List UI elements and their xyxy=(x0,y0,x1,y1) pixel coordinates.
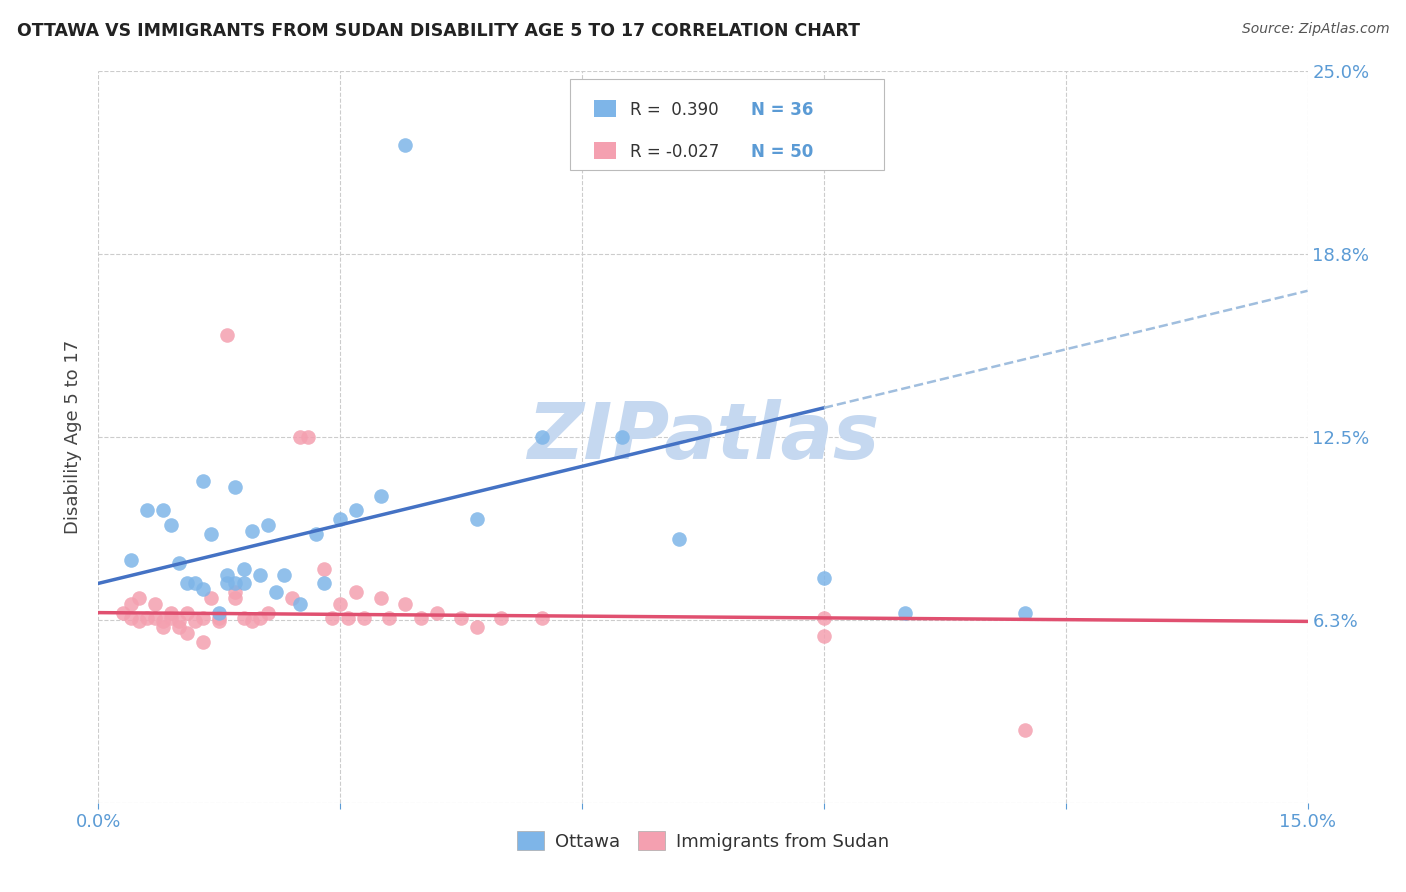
Point xyxy=(135,503,157,517)
Point xyxy=(240,615,263,629)
Point xyxy=(240,524,263,538)
Point xyxy=(232,562,254,576)
Point xyxy=(314,576,336,591)
Point xyxy=(193,582,215,597)
Point xyxy=(394,597,416,611)
Point xyxy=(273,567,295,582)
FancyBboxPatch shape xyxy=(595,100,616,118)
Point xyxy=(120,611,142,625)
FancyBboxPatch shape xyxy=(569,78,884,170)
Point xyxy=(217,567,239,582)
Point xyxy=(160,611,183,625)
Point xyxy=(353,611,375,625)
Point xyxy=(329,512,352,526)
Point xyxy=(288,430,311,444)
Point xyxy=(249,567,271,582)
Point xyxy=(465,512,488,526)
Text: N = 50: N = 50 xyxy=(751,143,814,161)
Point xyxy=(120,553,142,567)
Text: ZIPatlas: ZIPatlas xyxy=(527,399,879,475)
Point xyxy=(426,606,449,620)
Point xyxy=(337,611,360,625)
Point xyxy=(184,576,207,591)
Point xyxy=(1014,723,1036,737)
Point xyxy=(256,606,278,620)
FancyBboxPatch shape xyxy=(595,142,616,159)
Point xyxy=(813,629,835,643)
Point xyxy=(217,327,239,342)
Text: R =  0.390: R = 0.390 xyxy=(630,101,718,120)
Point xyxy=(120,597,142,611)
Point xyxy=(224,480,246,494)
Point xyxy=(128,591,150,605)
Point xyxy=(128,615,150,629)
Point xyxy=(409,611,432,625)
Y-axis label: Disability Age 5 to 17: Disability Age 5 to 17 xyxy=(65,340,83,534)
Text: Source: ZipAtlas.com: Source: ZipAtlas.com xyxy=(1241,22,1389,37)
Point xyxy=(256,517,278,532)
Point xyxy=(264,585,287,599)
Point xyxy=(224,576,246,591)
Point xyxy=(152,620,174,634)
Point xyxy=(111,606,134,620)
Point xyxy=(530,611,553,625)
Point xyxy=(321,611,343,625)
Point xyxy=(200,526,222,541)
Point xyxy=(193,635,215,649)
Point xyxy=(1014,606,1036,620)
Point xyxy=(530,430,553,444)
Legend: Ottawa, Immigrants from Sudan: Ottawa, Immigrants from Sudan xyxy=(508,822,898,860)
Point xyxy=(176,626,198,640)
Point xyxy=(249,611,271,625)
Point xyxy=(813,611,835,625)
Point xyxy=(329,597,352,611)
Point xyxy=(184,615,207,629)
Point xyxy=(200,591,222,605)
Text: N = 36: N = 36 xyxy=(751,101,814,120)
Point xyxy=(143,597,166,611)
Point xyxy=(152,503,174,517)
Point xyxy=(305,526,328,541)
Point xyxy=(668,533,690,547)
Point xyxy=(377,611,399,625)
Point xyxy=(813,570,835,584)
Point xyxy=(143,611,166,625)
Point xyxy=(288,597,311,611)
Point xyxy=(370,489,392,503)
Text: OTTAWA VS IMMIGRANTS FROM SUDAN DISABILITY AGE 5 TO 17 CORRELATION CHART: OTTAWA VS IMMIGRANTS FROM SUDAN DISABILI… xyxy=(17,22,860,40)
Point xyxy=(176,576,198,591)
Point xyxy=(167,620,190,634)
Point xyxy=(135,611,157,625)
Point xyxy=(314,562,336,576)
Point xyxy=(297,430,319,444)
Point xyxy=(167,556,190,570)
Point xyxy=(193,611,215,625)
Text: R = -0.027: R = -0.027 xyxy=(630,143,720,161)
Point xyxy=(224,585,246,599)
Point xyxy=(160,517,183,532)
Point xyxy=(612,430,634,444)
Point xyxy=(394,137,416,152)
Point xyxy=(152,615,174,629)
Point xyxy=(160,606,183,620)
Point xyxy=(232,576,254,591)
Point xyxy=(208,606,231,620)
Point xyxy=(344,503,367,517)
Point xyxy=(370,591,392,605)
Point xyxy=(208,615,231,629)
Point xyxy=(193,474,215,488)
Point xyxy=(450,611,472,625)
Point xyxy=(893,606,915,620)
Point xyxy=(281,591,304,605)
Point xyxy=(208,611,231,625)
Point xyxy=(491,611,513,625)
Point xyxy=(465,620,488,634)
Point xyxy=(217,576,239,591)
Point xyxy=(344,585,367,599)
Point xyxy=(232,611,254,625)
Point xyxy=(224,591,246,605)
Point xyxy=(167,615,190,629)
Point xyxy=(176,606,198,620)
